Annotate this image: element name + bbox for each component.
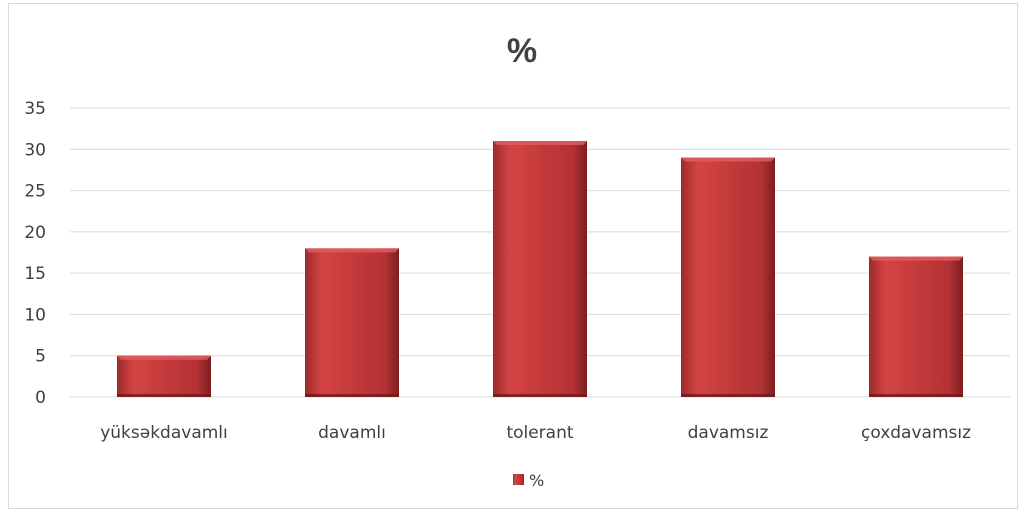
bar-top-bevel (305, 248, 399, 253)
bar-base-shadow (681, 394, 775, 397)
x-category-label: davamlı (318, 423, 386, 443)
bar (117, 355, 211, 397)
y-axis-ticks: 0 5 10 15 20 25 30 35 (24, 99, 46, 408)
bar-body (305, 248, 399, 397)
x-category-label: çoxdavamsız (861, 423, 971, 443)
y-tick-label: 20 (24, 223, 46, 243)
bar (681, 157, 775, 397)
y-tick-label: 15 (24, 264, 46, 284)
legend-label: % (529, 471, 544, 490)
bar-top-bevel (681, 157, 775, 162)
y-tick-label: 10 (24, 305, 46, 325)
bar-base-shadow (493, 394, 587, 397)
bar-top-bevel (869, 256, 963, 261)
bar (493, 141, 587, 397)
x-axis-categories: yüksəkdavamlı davamlı tolerant davamsız çoxd… (100, 423, 971, 443)
bar (305, 248, 399, 397)
chart-title: % (507, 32, 537, 70)
bars (117, 141, 963, 397)
legend-swatch (513, 474, 524, 485)
bar-base-shadow (305, 394, 399, 397)
y-tick-label: 5 (35, 347, 46, 367)
bar-body (117, 355, 211, 397)
bar-top-bevel (117, 355, 211, 360)
bar-body (869, 256, 963, 397)
bar-body (493, 141, 587, 397)
bar-base-shadow (869, 394, 963, 397)
x-category-label: yüksəkdavamlı (100, 423, 228, 443)
bar-top-bevel (493, 141, 587, 146)
bar-base-shadow (117, 394, 211, 397)
x-category-label: tolerant (506, 423, 573, 443)
x-category-label: davamsız (688, 423, 769, 443)
y-tick-label: 25 (24, 182, 46, 202)
y-tick-label: 0 (35, 388, 46, 408)
y-tick-label: 30 (24, 140, 46, 160)
bar-body (681, 157, 775, 397)
legend: % (513, 471, 544, 490)
bar (869, 256, 963, 397)
y-tick-label: 35 (24, 99, 46, 119)
